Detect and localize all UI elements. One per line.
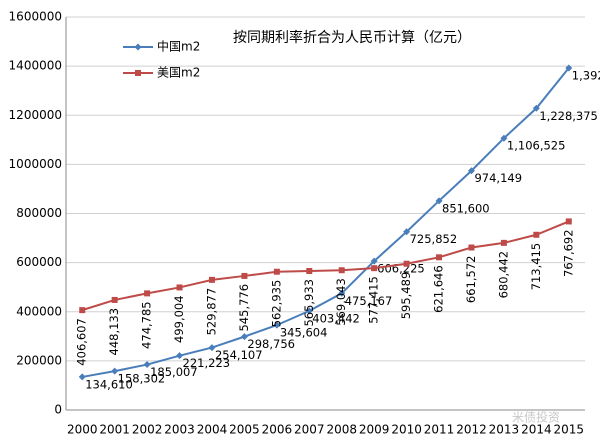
marker (565, 218, 572, 225)
marker (467, 167, 475, 175)
series-line (82, 67, 570, 378)
marker (371, 265, 378, 272)
marker (533, 231, 540, 238)
x-tick-label: 2006 (262, 423, 293, 437)
marker (111, 296, 118, 303)
data-label: 158,302 (118, 372, 166, 386)
marker (78, 373, 86, 381)
data-label: 221,223 (183, 356, 231, 370)
marker (208, 344, 216, 352)
legend-marker (134, 43, 142, 51)
data-label: 1,106,525 (507, 139, 566, 153)
data-label: 545,776 (237, 284, 251, 332)
data-label: 680,442 (496, 251, 510, 299)
x-tick-label: 2000 (67, 423, 98, 437)
y-tick-label: 200000 (16, 353, 62, 367)
data-label: 974,149 (474, 171, 522, 185)
x-tick-label: 2015 (554, 423, 585, 437)
marker (532, 104, 540, 112)
data-label: 529,877 (204, 288, 218, 336)
data-label: 1,228,375 (539, 109, 598, 123)
marker (338, 289, 346, 297)
marker (370, 257, 378, 265)
marker (144, 290, 151, 297)
data-label: 254,107 (215, 348, 263, 362)
data-label: 403,442 (312, 311, 360, 325)
marker (436, 254, 443, 261)
data-label: 767,692 (561, 229, 575, 277)
marker (468, 244, 475, 251)
marker (273, 268, 280, 275)
x-tick-label: 2010 (391, 423, 422, 437)
y-tick-label: 400000 (16, 304, 62, 318)
x-tick-label: 2012 (456, 423, 487, 437)
marker (176, 284, 183, 291)
data-label: 621,646 (432, 265, 446, 313)
x-tick-label: 2011 (424, 423, 455, 437)
marker (500, 134, 508, 142)
data-label: 606,225 (377, 262, 425, 276)
data-label: 565,933 (302, 279, 316, 327)
chart-title: 按同期利率折合为人民币计算（亿元） (233, 29, 471, 46)
data-label: 499,004 (172, 295, 186, 343)
data-label: 562,935 (269, 280, 283, 328)
y-tick-label: 1200000 (9, 108, 62, 122)
x-tick-label: 2005 (229, 423, 260, 437)
x-tick-label: 2008 (326, 423, 357, 437)
data-label: 725,852 (410, 232, 458, 246)
data-label: 577,415 (367, 276, 381, 324)
y-tick-label: 800000 (16, 206, 62, 220)
marker (208, 276, 215, 283)
y-tick-label: 600000 (16, 255, 62, 269)
data-label: 713,415 (529, 243, 543, 291)
x-tick-label: 2009 (359, 423, 390, 437)
marker (240, 333, 248, 341)
watermark: 米债投资 (512, 410, 560, 425)
data-label: 595,489 (399, 272, 413, 320)
marker (338, 267, 345, 274)
data-label: 474,785 (140, 301, 154, 349)
data-label: 185,007 (150, 365, 198, 379)
series-line (81, 220, 570, 312)
legend-marker (135, 70, 141, 76)
marker (403, 228, 411, 236)
marker (241, 272, 248, 279)
y-tick-label: 1400000 (9, 59, 62, 73)
marker (306, 267, 313, 274)
data-label: 1,392,300 (572, 69, 600, 83)
x-tick-label: 2007 (294, 423, 325, 437)
marker (305, 307, 313, 315)
marker (111, 367, 119, 375)
x-tick-label: 2001 (99, 423, 130, 437)
marker (176, 352, 184, 360)
data-label: 569,043 (334, 278, 348, 326)
data-label: 134,610 (85, 377, 133, 391)
x-tick-label: 2014 (521, 423, 552, 437)
data-label: 345,604 (280, 326, 328, 340)
data-label: 661,572 (464, 256, 478, 304)
data-label: 851,600 (442, 201, 490, 215)
x-tick-label: 2013 (489, 423, 520, 437)
marker (500, 239, 507, 246)
data-label: 475,167 (345, 294, 393, 308)
marker (435, 197, 443, 205)
marker (273, 321, 281, 329)
y-tick-label: 0 (54, 403, 62, 417)
y-tick-label: 1600000 (9, 10, 62, 24)
marker (403, 260, 410, 267)
legend-label: 美国m2 (157, 66, 200, 80)
x-tick-label: 2004 (197, 423, 228, 437)
y-tick-label: 1000000 (9, 157, 62, 171)
data-label: 406,607 (75, 318, 89, 366)
marker (565, 64, 573, 72)
x-tick-label: 2003 (164, 423, 195, 437)
marker (143, 361, 151, 369)
x-tick-label: 2002 (132, 423, 163, 437)
legend-label: 中国m2 (157, 39, 200, 54)
data-label: 298,756 (247, 337, 295, 351)
data-label: 448,133 (107, 308, 121, 356)
marker (79, 307, 86, 314)
